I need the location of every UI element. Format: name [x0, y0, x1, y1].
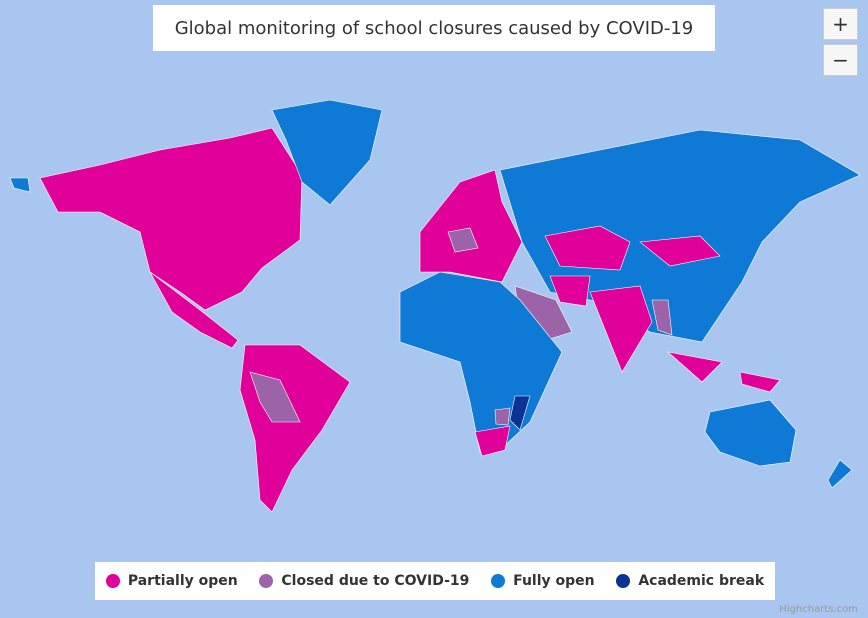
country: [447, 227, 479, 253]
country: [651, 299, 673, 336]
country: [827, 459, 853, 489]
legend-item[interactable]: Partially open: [105, 573, 238, 589]
country: [704, 399, 797, 467]
country: [666, 351, 723, 383]
country: [549, 275, 591, 307]
country: [149, 271, 239, 349]
zoom-out-button[interactable]: −: [823, 44, 858, 76]
country: [589, 285, 653, 373]
legend-item[interactable]: Closed due to COVID-19: [259, 573, 469, 589]
country: [494, 407, 511, 426]
country: [639, 235, 721, 267]
legend-label: Partially open: [127, 573, 238, 589]
credits[interactable]: Highcharts.com: [779, 604, 858, 615]
legend-label: Fully open: [513, 573, 595, 589]
zoom-in-button[interactable]: +: [823, 8, 858, 40]
country: [509, 395, 531, 431]
country: [239, 344, 351, 513]
country: [474, 425, 511, 457]
country: [271, 99, 383, 206]
country: [739, 371, 781, 393]
country: [39, 127, 303, 311]
country: [544, 225, 631, 271]
legend-label: Closed due to COVID-19: [281, 573, 470, 589]
country: [9, 177, 31, 193]
legend-item[interactable]: Fully open: [491, 573, 595, 589]
country: [249, 371, 301, 423]
legend: Partially open Closed due to COVID-19 Full…: [95, 562, 775, 600]
legend-symbol: [491, 574, 506, 588]
legend-item[interactable]: Academic break: [616, 573, 764, 589]
legend-symbol: [105, 574, 120, 588]
legend-symbol: [259, 574, 274, 588]
map-title: Global monitoring of school closures cau…: [153, 5, 715, 51]
legend-label: Academic break: [638, 573, 765, 589]
legend-symbol: [616, 574, 631, 588]
